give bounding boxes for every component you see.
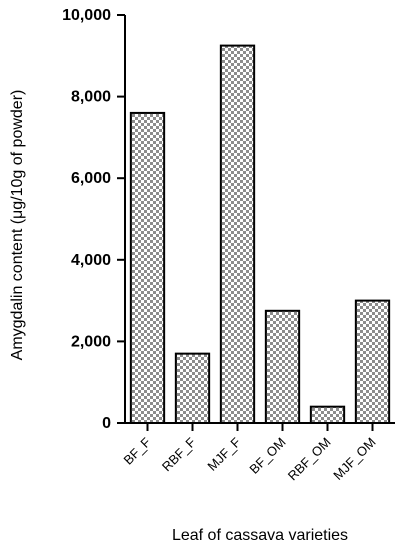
bar: [129, 111, 166, 424]
x-tick-label: RBF_F: [159, 434, 199, 474]
bar: [174, 352, 211, 425]
x-tick-label: BF_OM: [246, 435, 288, 477]
bar: [309, 405, 346, 424]
y-tick-label: 4,000: [71, 252, 111, 269]
y-tick-label: 0: [102, 415, 111, 432]
x-tick-label: RBF_OM: [285, 435, 334, 484]
y-tick-label: 6,000: [71, 170, 111, 187]
x-axis-title: Leaf of cassava varieties: [172, 527, 348, 544]
x-tick-label: MJF_OM: [330, 435, 378, 483]
y-tick-label: 10,000: [62, 7, 111, 24]
bar: [264, 309, 301, 424]
y-tick-label: 2,000: [71, 333, 111, 350]
x-tick-label: BF_F: [121, 434, 154, 467]
y-axis-title: Amygdalin content (μg/10g of powder): [9, 90, 26, 361]
bar: [219, 44, 256, 424]
x-tick-label: MJF_F: [204, 434, 243, 473]
y-tick-label: 8,000: [71, 89, 111, 106]
bar: [354, 299, 391, 425]
